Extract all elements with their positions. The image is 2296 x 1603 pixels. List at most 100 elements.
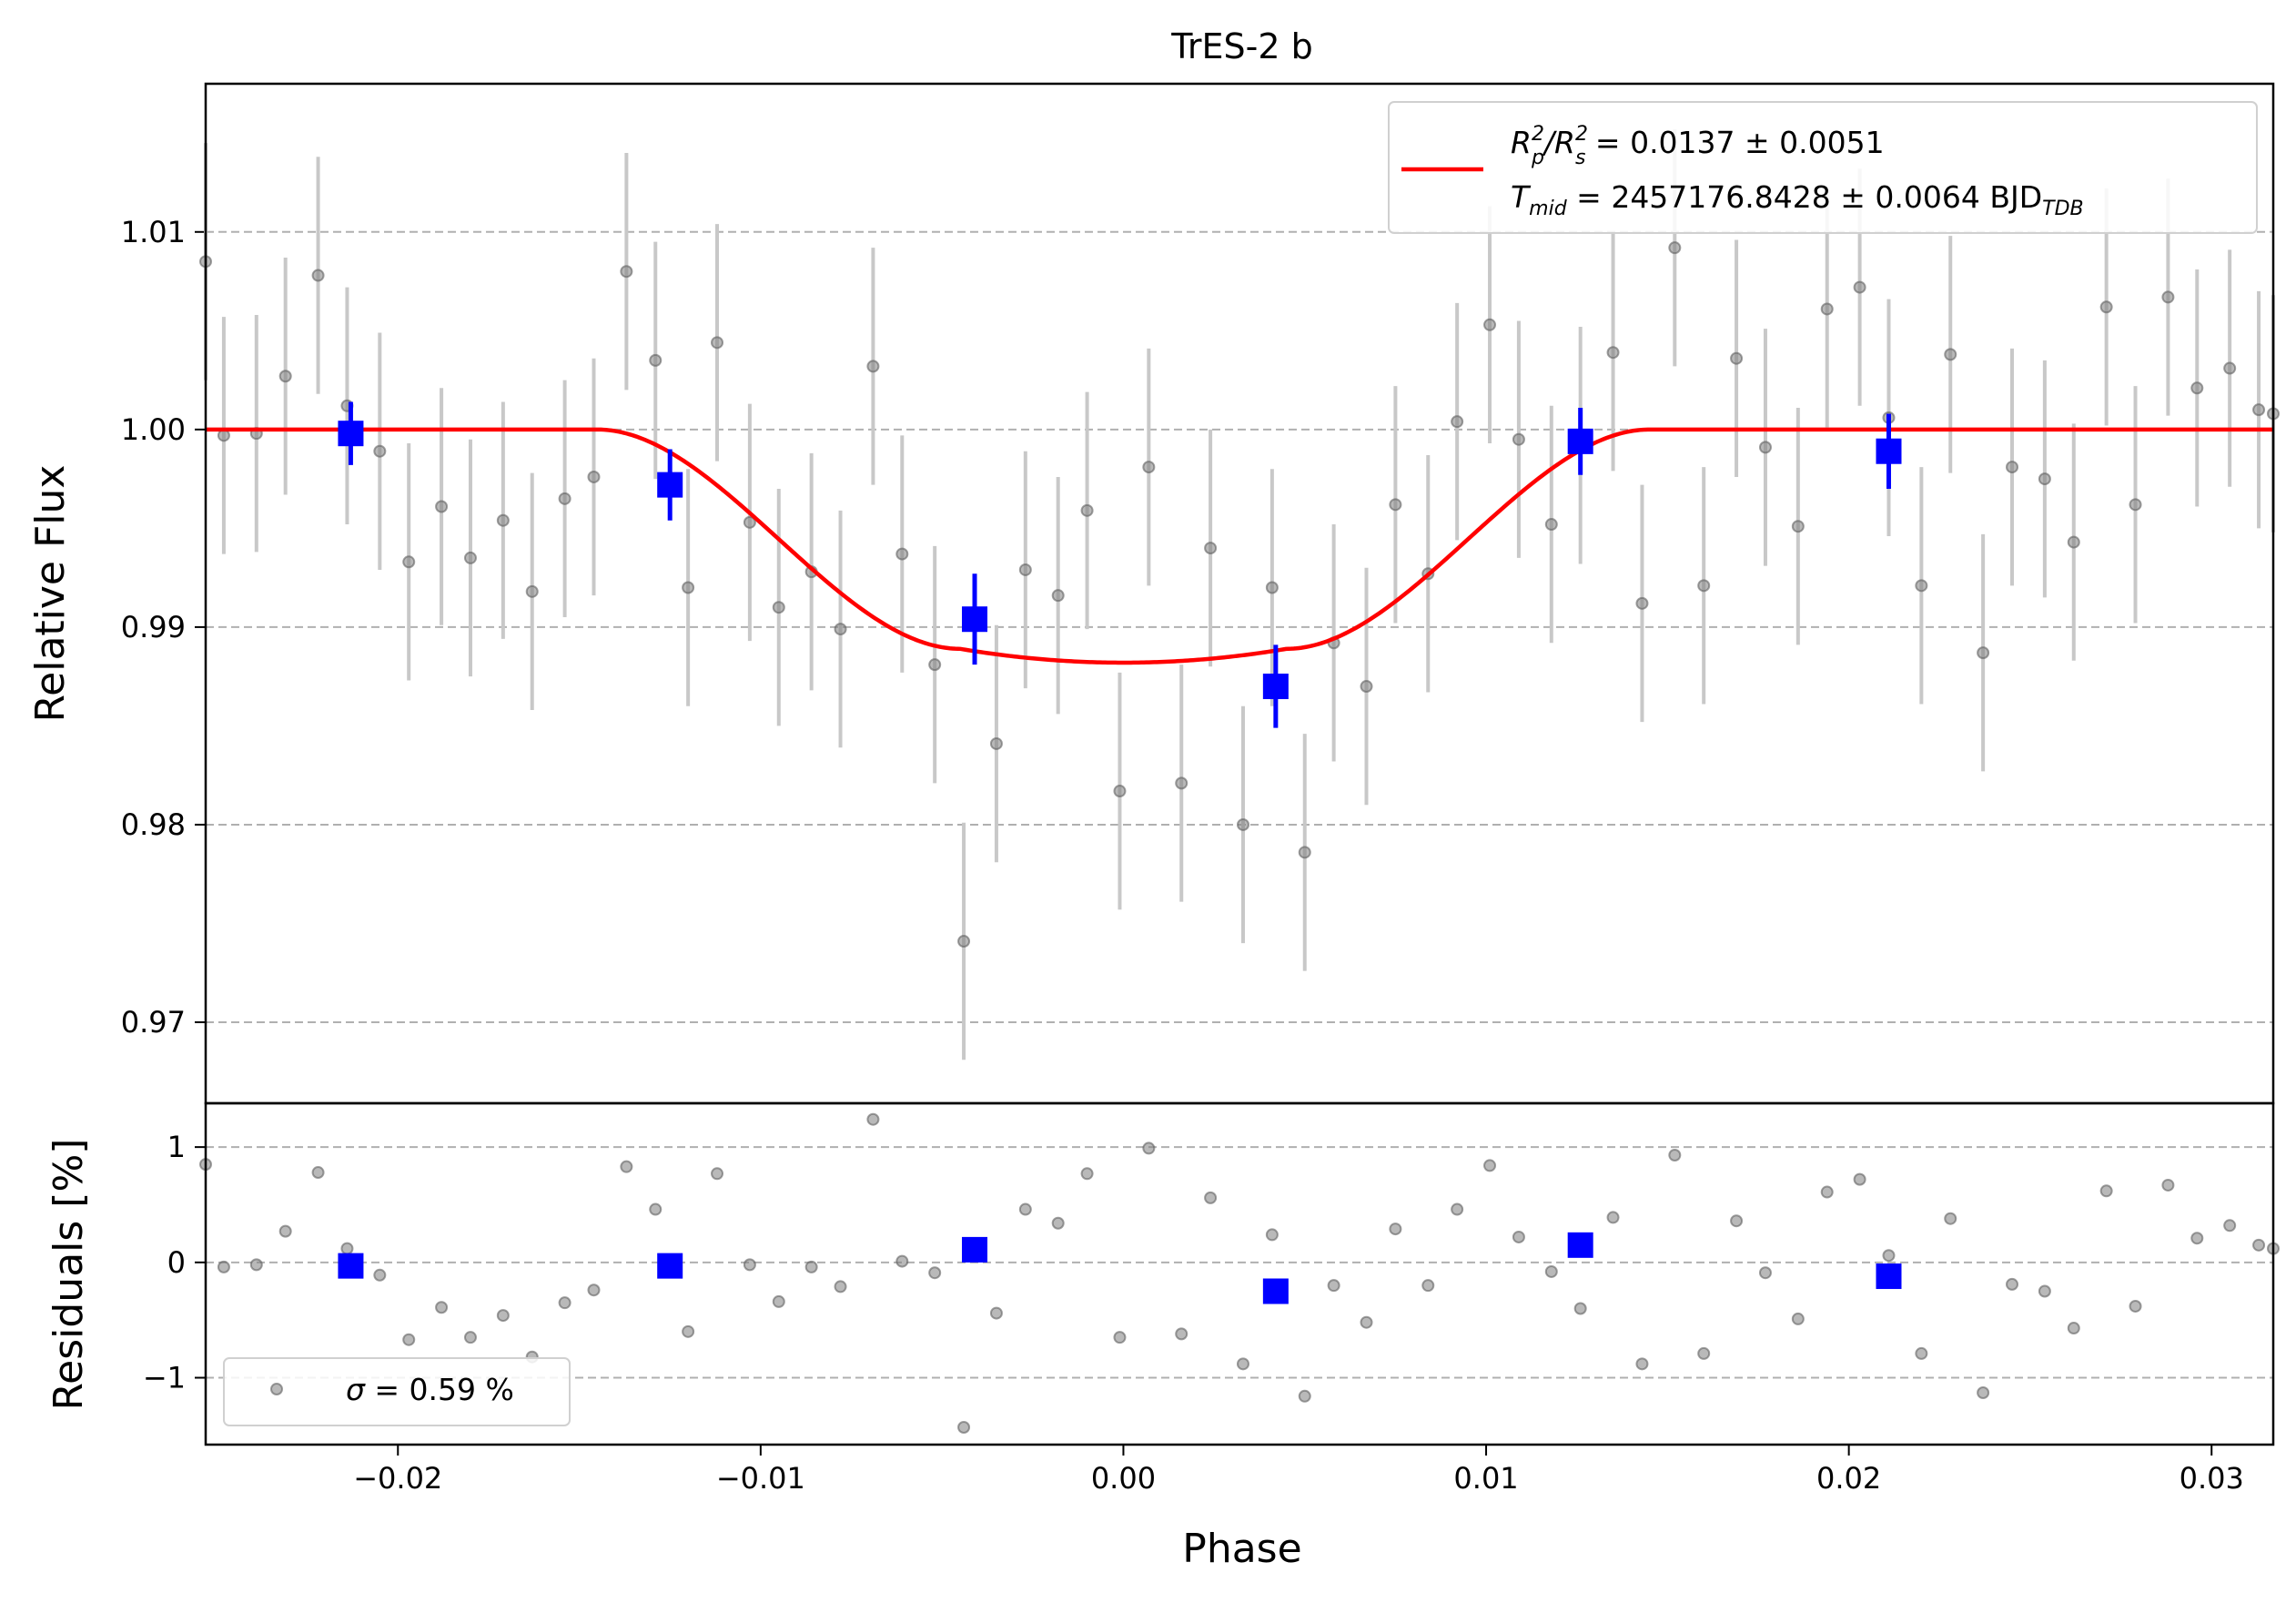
raw-residual-point [373, 1268, 387, 1282]
sigma-legend: σ = 0.59 % [223, 1357, 571, 1426]
raw-data-point [463, 551, 477, 564]
raw-data-point [587, 470, 601, 483]
raw-residual-point [278, 1224, 292, 1238]
raw-residual-point [1113, 1331, 1127, 1344]
raw-residual-point [1758, 1266, 1772, 1280]
binned-residual-points [338, 1232, 1902, 1304]
raw-residual-point [1483, 1159, 1497, 1172]
raw-residual-point [1421, 1279, 1435, 1293]
raw-data-point [496, 513, 510, 527]
raw-residual-point [1327, 1279, 1340, 1293]
x-tick-label: 0.01 [1453, 1461, 1518, 1496]
raw-data-point [1544, 518, 1558, 532]
raw-residual-point [217, 1260, 230, 1273]
residual-y-axis-label: Residuals [%] [46, 1139, 92, 1411]
binned-data-points [338, 421, 1902, 700]
raw-data-point [1635, 596, 1649, 610]
raw-data-point [866, 360, 880, 373]
raw-residual-point [1635, 1357, 1649, 1371]
main-y-tick-label: 0.99 [121, 610, 186, 644]
raw-residual-point [1360, 1315, 1373, 1329]
raw-data-point [1451, 415, 1464, 429]
raw-data-point [1298, 846, 1311, 859]
raw-residual-point [866, 1112, 880, 1126]
raw-residual-point [928, 1266, 942, 1280]
raw-data-point [2223, 361, 2237, 375]
raw-residual-point [2038, 1284, 2051, 1298]
raw-data-point [682, 581, 695, 594]
main-y-tick-label: 0.97 [121, 1005, 186, 1040]
raw-residual-point [2067, 1322, 2080, 1335]
raw-data-point [1977, 646, 1990, 660]
binned-residual-point [1876, 1263, 1902, 1290]
sigma-legend-marker [270, 1383, 283, 1395]
raw-data-point [525, 584, 539, 598]
x-tick-label: 0.03 [2180, 1461, 2244, 1496]
model-legend: R2 p/R2 s = 0.0137 ± 0.0051 Tmid = 2457176… [1388, 101, 2258, 234]
raw-residual-points [199, 1112, 2280, 1434]
raw-residual-point [1204, 1191, 1218, 1204]
raw-data-point [1668, 241, 1682, 255]
sigma-legend-text: σ = 0.59 % [346, 1372, 514, 1407]
main-panel-frame [204, 82, 2275, 1105]
raw-data-point [1113, 785, 1127, 798]
raw-data-point [711, 336, 724, 350]
raw-data-point [834, 623, 847, 636]
raw-data-point [2067, 535, 2080, 549]
raw-data-point [402, 555, 416, 569]
raw-residual-point [649, 1202, 663, 1216]
residual-gridlines [206, 1146, 2273, 1379]
raw-data-point [649, 353, 663, 367]
main-y-tick-label: 1.00 [121, 412, 186, 447]
legend-depth-line: R2 p/R2 s = 0.0137 ± 0.0051 [1511, 123, 1885, 169]
raw-residual-point [804, 1260, 818, 1273]
binned-residual-point [338, 1253, 364, 1279]
raw-residual-point [834, 1280, 847, 1294]
raw-residual-point [989, 1306, 1003, 1320]
chart-title: TrES-2 b [1170, 26, 1312, 66]
raw-residual-point [2223, 1219, 2237, 1233]
raw-residual-point [1730, 1214, 1744, 1228]
raw-residual-point [2190, 1232, 2204, 1245]
raw-data-point [957, 935, 971, 949]
raw-data-point [743, 515, 756, 529]
raw-data-point [1080, 503, 1094, 517]
main-y-ticks: 0.97 0.98 0.99 1.00 1.01 [121, 215, 206, 1040]
raw-data-point [2099, 300, 2113, 314]
binned-residual-point [962, 1236, 988, 1263]
raw-residual-point [1977, 1385, 1990, 1399]
main-panel: 0.97 0.98 0.99 1.00 1.01 Relative Flux R2 p/R… [27, 82, 2280, 1105]
raw-data-point [928, 658, 942, 672]
raw-residual-point [711, 1167, 724, 1181]
raw-residual-point [1051, 1216, 1065, 1230]
raw-residual-point [2161, 1178, 2175, 1192]
raw-data-point [1360, 680, 1373, 694]
raw-residual-point [1142, 1141, 1156, 1155]
binned-data-point [657, 472, 683, 498]
binned-data-point [1262, 674, 1289, 700]
residual-y-ticks: −1 0 1 [143, 1130, 206, 1395]
binned-residual-point [1262, 1278, 1289, 1304]
raw-data-point [1204, 542, 1218, 555]
raw-residual-point [682, 1324, 695, 1338]
binned-residual-point [657, 1253, 683, 1279]
raw-data-point [1944, 348, 1957, 361]
residual-y-tick-label: 1 [167, 1130, 186, 1164]
raw-residual-point [1544, 1264, 1558, 1278]
binned-data-point [1567, 428, 1593, 454]
raw-residual-point [1512, 1230, 1525, 1243]
raw-data-point [620, 265, 633, 279]
raw-error-bars [204, 128, 2275, 1060]
raw-data-point [1820, 302, 1834, 316]
raw-residual-point [2006, 1277, 2019, 1291]
raw-residual-point [1236, 1357, 1249, 1371]
x-tick-label: 0.00 [1091, 1461, 1156, 1496]
raw-residual-point [1606, 1211, 1620, 1224]
raw-data-point [1791, 520, 1805, 533]
raw-data-point [2006, 461, 2019, 474]
x-tick-label: −0.01 [716, 1461, 805, 1496]
raw-residual-point [743, 1258, 756, 1272]
raw-data-point [558, 492, 571, 505]
raw-data-point [278, 370, 292, 383]
